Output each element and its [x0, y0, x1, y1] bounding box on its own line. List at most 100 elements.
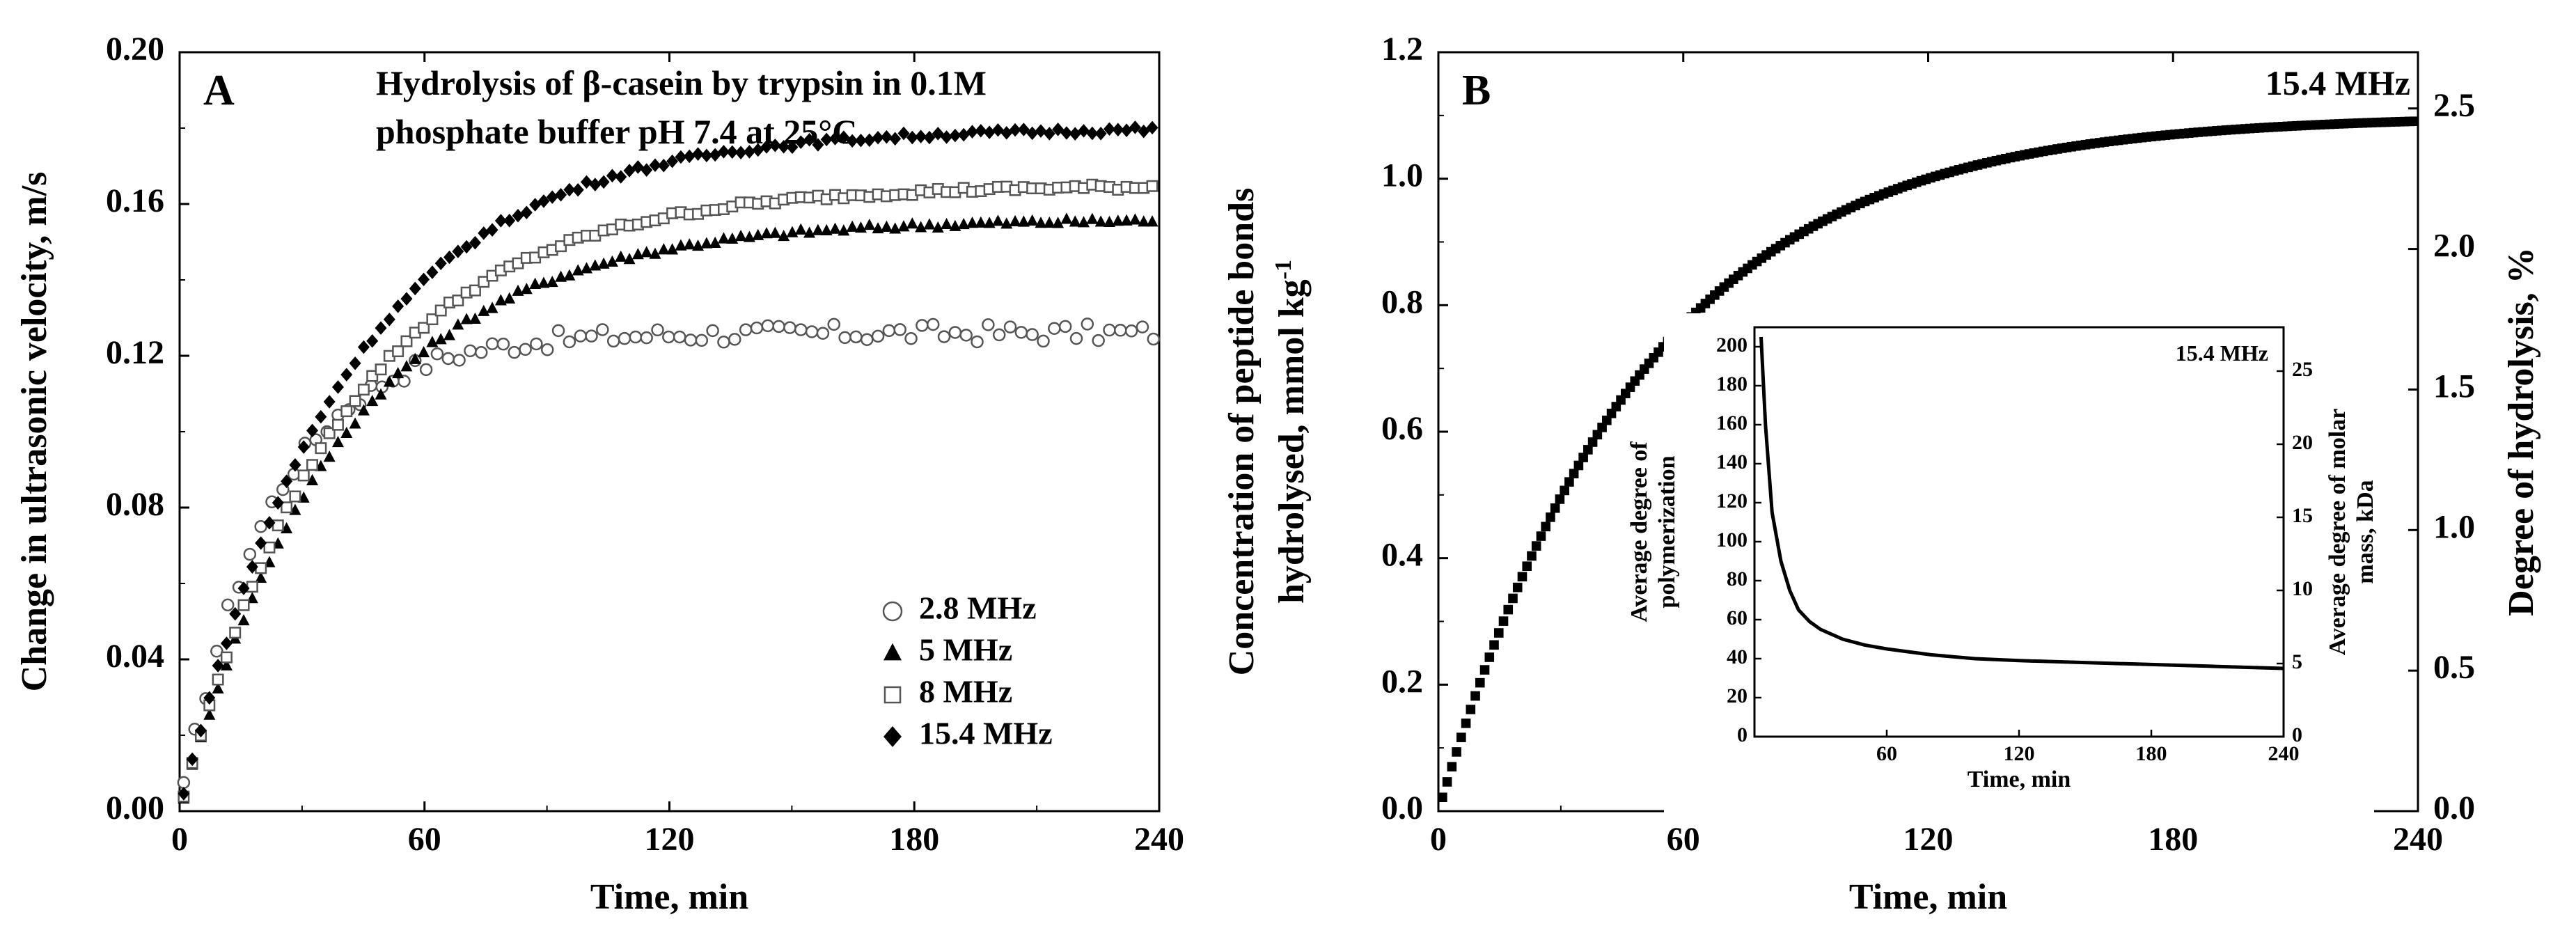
data-point — [392, 299, 405, 313]
data-point — [948, 326, 962, 339]
data-point — [975, 216, 987, 228]
x-axis-label: Time, min — [590, 877, 748, 917]
legend-label: 15.4 MHz — [919, 716, 1053, 751]
data-point — [1541, 521, 1550, 532]
data-point — [1129, 213, 1141, 225]
data-point — [752, 228, 764, 240]
data-point — [666, 243, 679, 255]
data-point — [529, 198, 542, 212]
data-point — [315, 409, 327, 424]
data-point — [434, 304, 447, 317]
data-point — [409, 281, 421, 296]
data-point — [957, 127, 970, 142]
inset-y-axis-label-line-1: Average degree of — [1626, 441, 1652, 622]
data-point — [1508, 593, 1518, 604]
data-point — [555, 270, 567, 282]
data-point — [618, 331, 631, 345]
data-point — [443, 250, 456, 265]
data-point — [1136, 320, 1149, 334]
data-point — [220, 636, 233, 650]
data-point — [340, 405, 353, 418]
data-point — [434, 333, 447, 345]
legend-marker — [883, 726, 902, 747]
inset-y-tick-label: 200 — [1716, 334, 1748, 356]
data-point — [675, 150, 687, 164]
data-point — [177, 776, 191, 790]
inset-chart: 60 120 180 24002040608010012014016018020005… — [1626, 313, 2378, 813]
inset-series-line — [1759, 336, 2284, 670]
data-point — [1493, 628, 1504, 638]
inset-x-tick-label: 180 — [2136, 742, 2167, 765]
data-point — [860, 333, 874, 346]
data-point — [469, 284, 481, 297]
data-point — [400, 360, 413, 372]
y-axis-label-line-1: Concentration of peptide bonds — [1222, 188, 1262, 676]
data-point — [418, 345, 430, 358]
data-point — [889, 222, 902, 234]
data-point — [975, 123, 987, 138]
data-point — [453, 354, 466, 367]
data-point — [563, 335, 576, 349]
data-point — [1489, 640, 1499, 650]
data-point — [820, 223, 833, 236]
data-point — [323, 427, 336, 439]
panel-letter-a: A — [203, 67, 235, 114]
data-point — [666, 154, 679, 168]
data-point — [520, 283, 533, 295]
data-point — [563, 182, 576, 197]
inset-y-right-axis-label-line-2: mass, kDa — [2353, 480, 2378, 583]
data-point — [838, 224, 850, 236]
data-point — [739, 323, 753, 336]
data-point — [606, 334, 620, 348]
data-point — [1138, 124, 1150, 139]
inset-y-axis-label-line-2: polymerization — [1654, 455, 1680, 608]
data-point — [1536, 531, 1546, 541]
data-point — [882, 324, 896, 338]
data-point — [700, 237, 713, 249]
data-point — [331, 418, 344, 431]
data-point — [478, 304, 490, 316]
data-point — [786, 140, 799, 155]
series-15-4-mhz — [1438, 116, 2419, 803]
inset-y-tick-label: 100 — [1716, 528, 1748, 551]
data-point — [474, 345, 488, 359]
data-point — [846, 134, 858, 148]
data-point — [1550, 503, 1560, 513]
data-point — [1043, 216, 1055, 228]
data-point — [941, 130, 953, 144]
data-point — [863, 218, 876, 230]
y-right-axis-label: Degree of hydrolysis, % — [2502, 247, 2541, 616]
inset-y-right-tick-label: 20 — [2292, 431, 2313, 454]
inset-x-tick-label: 120 — [2004, 742, 2035, 765]
data-point — [760, 227, 773, 239]
data-point — [281, 501, 293, 514]
data-point — [452, 244, 464, 258]
y-tick-label: 0.04 — [106, 638, 164, 675]
x-tick-label: 240 — [2393, 821, 2443, 858]
data-point — [1461, 719, 1471, 728]
data-point — [1129, 120, 1141, 134]
data-point — [494, 294, 507, 306]
data-point — [375, 363, 387, 376]
data-point — [375, 321, 387, 335]
data-point — [186, 752, 198, 767]
data-point — [464, 344, 477, 358]
data-point — [854, 221, 867, 233]
data-point — [1052, 123, 1065, 136]
data-point — [1003, 320, 1017, 334]
data-point — [872, 130, 884, 145]
data-point — [572, 182, 584, 197]
data-point — [1052, 217, 1065, 228]
data-point — [555, 187, 567, 202]
data-point — [812, 138, 824, 152]
data-point — [640, 331, 653, 345]
y-right-tick-label: 2.5 — [2433, 87, 2475, 124]
data-point — [889, 132, 902, 146]
data-point — [641, 246, 653, 258]
data-point — [1517, 572, 1527, 582]
data-point — [923, 218, 936, 230]
data-point — [400, 292, 413, 306]
y-tick-label: 0.16 — [106, 182, 164, 219]
data-point — [443, 329, 456, 340]
data-point — [662, 330, 675, 344]
